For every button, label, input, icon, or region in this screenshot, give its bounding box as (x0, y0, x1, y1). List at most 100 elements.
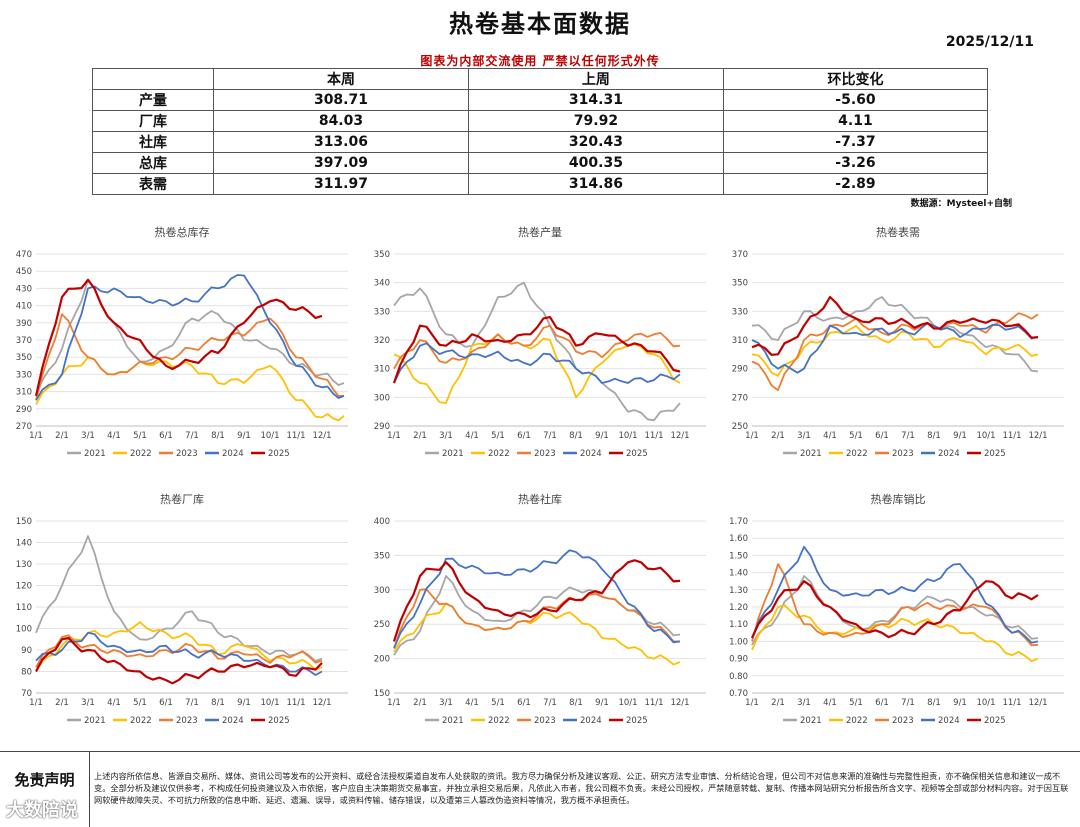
legend-label: 2024 (222, 449, 244, 459)
row-label: 社库 (92, 131, 214, 153)
series-line-2023 (35, 313, 344, 401)
legend-label: 2021 (84, 716, 106, 726)
x-tick-label: 9/1 (237, 698, 251, 708)
summary-header-cell (92, 68, 214, 90)
row-label: 厂库 (92, 110, 214, 132)
x-tick-label: 8/1 (927, 431, 941, 441)
y-tick-label: 90 (21, 646, 32, 656)
y-tick-label: 1.10 (729, 620, 748, 630)
legend-label: 2022 (130, 449, 152, 459)
y-tick-label: 140 (16, 539, 32, 549)
series-line-2021 (393, 281, 681, 422)
legend-label: 2025 (984, 716, 1006, 726)
chart-social-inventory: 热卷社库 150 200 250 300 350 400 1/1 2/1 3/1 4/1 5/1 6/1… (360, 485, 720, 750)
x-tick-label: 7/1 (185, 431, 199, 441)
chart-title: 热卷库销比 (871, 492, 926, 506)
legend-label: 2025 (984, 449, 1006, 459)
legend-label: 2024 (580, 449, 602, 459)
legend-label: 2024 (938, 716, 960, 726)
disclaimer-panel: 免责声明 上述内容所依信息、皆源自交易所、媒体、资讯公司等发布的公开资料、或经合… (0, 751, 1080, 827)
this-week-value: 397.09 (213, 152, 469, 174)
x-tick-label: 7/1 (185, 698, 199, 708)
y-tick-label: 400 (374, 517, 390, 527)
legend-label: 2023 (534, 449, 556, 459)
x-tick-label: 5/1 (491, 431, 505, 441)
y-tick-label: 430 (16, 284, 32, 294)
y-tick-label: 310 (732, 336, 748, 346)
x-tick-label: 8/1 (211, 431, 225, 441)
y-tick-label: 290 (732, 365, 748, 375)
y-tick-label: 310 (374, 365, 390, 375)
x-tick-label: 9/1 (953, 698, 967, 708)
series-line-2023 (393, 588, 680, 649)
x-tick-label: 11/1 (286, 698, 305, 708)
x-tick-label: 4/1 (107, 431, 121, 441)
x-tick-label: 3/1 (797, 698, 811, 708)
x-tick-label: 8/1 (927, 698, 941, 708)
y-tick-label: 110 (16, 603, 32, 613)
series-line-2025 (35, 636, 323, 685)
x-tick-label: 6/1 (875, 431, 889, 441)
summary-header-cell: 环比变化 (722, 68, 989, 90)
y-tick-label: 1.40 (729, 569, 748, 579)
y-tick-label: 470 (16, 250, 32, 260)
x-tick-label: 6/1 (159, 431, 173, 441)
y-tick-label: 70 (21, 689, 32, 699)
series-line-2025 (751, 295, 1039, 356)
y-tick-label: 120 (16, 582, 32, 592)
y-tick-label: 250 (732, 422, 748, 432)
chart-title: 热卷总库存 (155, 225, 210, 239)
x-tick-label: 2/1 (771, 431, 785, 441)
legend-label: 2021 (442, 449, 464, 459)
chart-inventory-sales-ratio: 热卷库销比 0.70 0.80 0.90 1.00 1.10 1.20 1.30 1.40 1.5… (718, 485, 1078, 750)
series-line-2023 (35, 634, 323, 668)
x-tick-label: 9/1 (953, 431, 967, 441)
legend-label: 2025 (626, 716, 648, 726)
x-tick-label: 11/1 (1002, 698, 1021, 708)
legend-label: 2022 (846, 449, 868, 459)
y-tick-label: 1.20 (729, 603, 748, 613)
chart-total-inventory: 热卷总库存 270 290 310 330 350 370 390 410 430 450 470 1/… (2, 218, 362, 483)
chart-apparent-demand: 热卷表需 250 270 290 310 330 350 370 1/1 2/1 3/1 4/1 5/1… (718, 218, 1078, 483)
last-week-value: 400.35 (467, 152, 724, 174)
table-row: 产量 308.71 314.31 -5.60 (92, 89, 989, 111)
legend-label: 2022 (130, 716, 152, 726)
x-tick-label: 5/1 (849, 431, 863, 441)
x-tick-label: 4/1 (823, 431, 837, 441)
x-tick-label: 2/1 (55, 431, 69, 441)
chart-production: 热卷产量 290 300 310 320 330 340 350 1/1 2/1 3/1 4/1 5/1… (360, 218, 720, 483)
x-tick-label: 9/1 (595, 431, 609, 441)
legend-label: 2024 (938, 449, 960, 459)
y-tick-label: 290 (374, 422, 390, 432)
x-tick-label: 9/1 (595, 698, 609, 708)
x-tick-label: 3/1 (81, 698, 95, 708)
y-tick-label: 370 (16, 336, 32, 346)
series-line-2022 (393, 602, 681, 666)
x-tick-label: 12/1 (1028, 698, 1047, 708)
chart-title: 热卷表需 (876, 225, 920, 239)
last-week-value: 314.31 (467, 89, 724, 111)
x-tick-label: 5/1 (133, 698, 147, 708)
series-line-2024 (393, 549, 681, 649)
legend-label: 2023 (176, 716, 198, 726)
table-row: 厂库 84.03 79.92 4.11 (92, 110, 989, 132)
disclaimer-label: 免责声明 (0, 752, 90, 827)
x-tick-label: 1/1 (745, 698, 759, 708)
y-tick-label: 340 (374, 279, 390, 289)
table-row: 总库 397.09 400.35 -3.26 (92, 152, 989, 174)
x-tick-label: 8/1 (569, 698, 583, 708)
x-tick-label: 10/1 (976, 431, 995, 441)
legend-label: 2025 (626, 449, 648, 459)
x-tick-label: 1/1 (387, 698, 401, 708)
legend-label: 2023 (534, 716, 556, 726)
y-tick-label: 330 (374, 307, 390, 317)
x-tick-label: 10/1 (618, 698, 637, 708)
internal-notice: 图表为内部交流使用 严禁以任何形式外传 (420, 54, 660, 68)
row-label: 产量 (92, 89, 214, 111)
x-tick-label: 8/1 (211, 698, 225, 708)
x-tick-label: 12/1 (670, 698, 689, 708)
summary-table: 本周 上周 环比变化 产量 308.71 314.31 -5.60 厂库 84.… (92, 68, 989, 195)
summary-header-cell: 本周 (213, 68, 469, 90)
this-week-value: 308.71 (213, 89, 469, 111)
series-line-2025 (392, 316, 681, 384)
